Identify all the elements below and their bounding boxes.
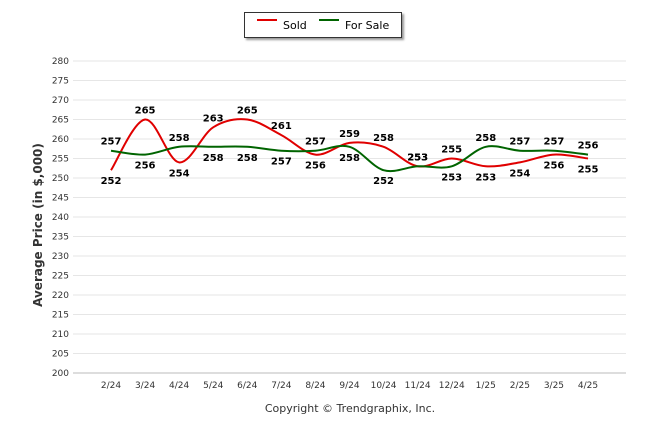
y-tick-label: 280 — [52, 57, 69, 67]
y-tick-label: 220 — [52, 291, 69, 301]
x-tick-label: 2/24 — [101, 381, 121, 391]
grid — [73, 60, 626, 374]
data-label: 265 — [135, 106, 156, 117]
x-tick-label: 1/25 — [476, 381, 496, 391]
data-label: 256 — [578, 141, 599, 152]
x-tick-label: 2/25 — [510, 381, 530, 391]
y-axis-ticks: 200 205 210 215 220 225 230 235 240 245 250 255 260 2… — [52, 57, 69, 379]
y-tick-label: 230 — [52, 252, 69, 262]
series-lines — [110, 118, 589, 173]
data-label: 258 — [475, 133, 496, 144]
data-label: 263 — [203, 113, 224, 124]
data-label: 258 — [237, 153, 258, 164]
data-label: 253 — [407, 152, 428, 163]
x-tick-label: 4/25 — [578, 381, 598, 391]
legend-swatch-sold — [257, 19, 277, 21]
x-tick-label: 8/24 — [305, 381, 325, 391]
legend-label-for-sale: For Sale — [345, 19, 390, 32]
y-tick-label: 250 — [52, 174, 69, 184]
x-tick-label: 3/24 — [135, 381, 155, 391]
y-tick-label: 275 — [52, 77, 69, 87]
y-tick-label: 205 — [52, 350, 69, 360]
data-label: 256 — [305, 161, 326, 172]
data-label: 257 — [271, 157, 292, 168]
y-tick-label: 245 — [52, 194, 69, 204]
x-tick-label: 4/24 — [169, 381, 189, 391]
y-tick-label: 240 — [52, 213, 69, 223]
y-tick-label: 255 — [52, 155, 69, 165]
legend-swatch-for-sale — [319, 19, 339, 21]
data-label: 253 — [441, 172, 462, 183]
data-label: 257 — [509, 137, 530, 148]
x-tick-label: 3/25 — [544, 381, 564, 391]
data-label: 256 — [543, 161, 564, 172]
data-label: 256 — [135, 161, 156, 172]
data-label: 259 — [339, 129, 360, 140]
data-label: 253 — [475, 172, 496, 183]
data-label: 258 — [203, 153, 224, 164]
legend: Sold For Sale — [244, 12, 402, 38]
data-label: 255 — [441, 145, 462, 156]
x-tick-label: 10/24 — [371, 381, 397, 391]
x-tick-label: 7/24 — [271, 381, 291, 391]
y-tick-label: 215 — [52, 311, 69, 321]
data-label: 254 — [169, 168, 190, 179]
x-tick-label: 9/24 — [339, 381, 359, 391]
y-tick-label: 200 — [52, 369, 69, 379]
data-label: 258 — [169, 133, 190, 144]
data-label: 252 — [101, 176, 122, 187]
data-label: 261 — [271, 121, 292, 132]
data-label: 257 — [101, 137, 122, 148]
x-axis-ticks: 2/24 3/24 4/24 5/24 6/24 7/24 8/24 9/24 10/24 11/… — [101, 381, 598, 391]
y-axis-label: Average Price (in $,000) — [31, 143, 45, 307]
series-line-for-sale — [110, 144, 589, 173]
legend-label-sold: Sold — [283, 19, 307, 32]
data-label: 253 — [407, 152, 428, 163]
y-tick-label: 210 — [52, 330, 69, 340]
data-label: 257 — [305, 137, 326, 148]
data-label: 265 — [237, 106, 258, 117]
y-tick-label: 260 — [52, 135, 69, 145]
data-labels: 252 265 254 263 265 261 256 259 258 253 255 253 254 2… — [101, 106, 599, 188]
x-tick-label: 5/24 — [203, 381, 223, 391]
x-tick-label: 12/24 — [439, 381, 465, 391]
x-tick-label: 6/24 — [237, 381, 257, 391]
y-tick-label: 235 — [52, 233, 69, 243]
series-line-sold — [110, 118, 589, 171]
data-label: 255 — [578, 165, 599, 176]
copyright-text: Copyright © Trendgraphix, Inc. — [265, 402, 435, 415]
data-label: 254 — [509, 168, 530, 179]
data-label: 252 — [373, 176, 394, 187]
x-tick-label: 11/24 — [405, 381, 431, 391]
y-tick-label: 270 — [52, 96, 69, 106]
data-label: 258 — [339, 153, 360, 164]
data-label: 258 — [373, 133, 394, 144]
y-tick-label: 225 — [52, 272, 69, 282]
y-tick-label: 265 — [52, 116, 69, 126]
data-label: 257 — [543, 137, 564, 148]
